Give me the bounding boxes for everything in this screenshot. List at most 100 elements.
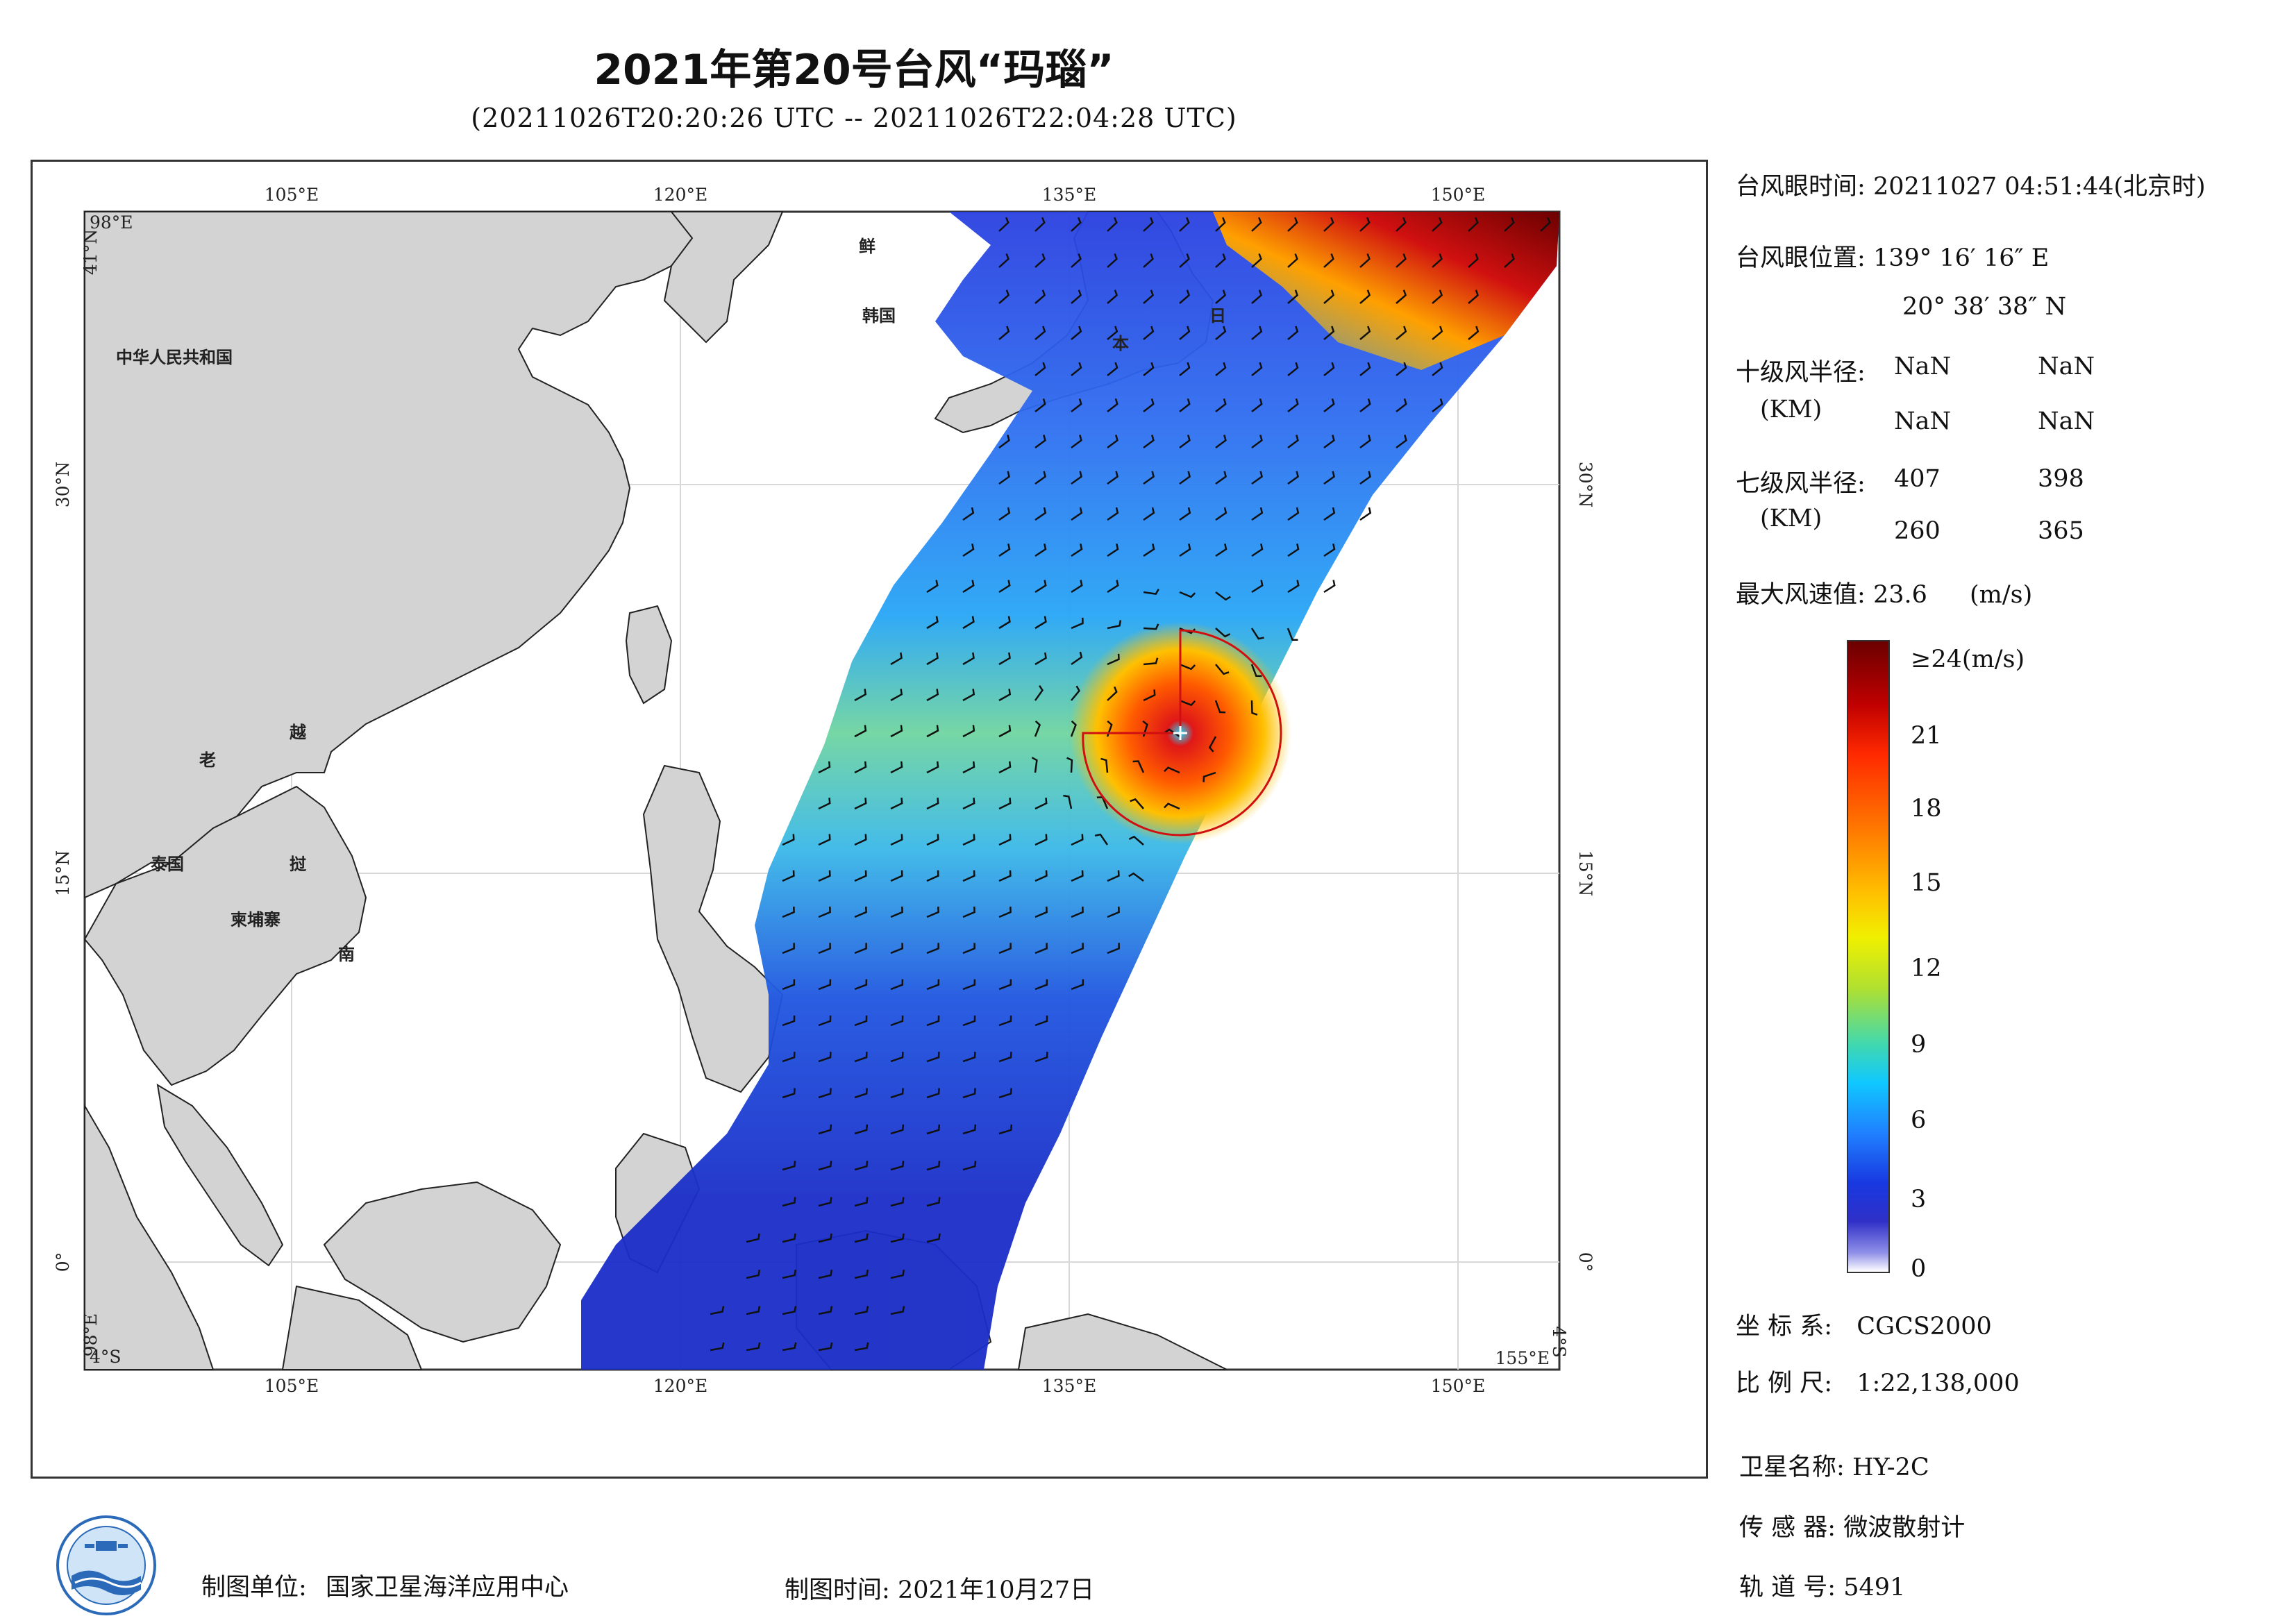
wind-barb — [962, 870, 975, 882]
r10-value-nw: NaN — [2038, 407, 2095, 435]
wind-barb — [1071, 253, 1082, 268]
wind-barb — [1251, 435, 1263, 449]
wind-barb — [890, 1015, 904, 1027]
wind-barb — [1251, 580, 1264, 594]
wind-barb — [818, 1306, 833, 1315]
wind-barb — [818, 1052, 832, 1063]
wind-barb — [1107, 217, 1118, 232]
eye-position-lat: 20° 38′ 38″ N — [1902, 293, 2067, 321]
wind-barb — [1215, 253, 1226, 268]
wind-barb — [1359, 289, 1371, 304]
wind-barbs — [710, 217, 1551, 1352]
wind-barb — [1034, 652, 1047, 666]
wind-barb — [890, 652, 903, 666]
wind-barb — [1164, 766, 1180, 774]
wind-barb — [1396, 435, 1407, 449]
wind-barb — [1287, 326, 1299, 340]
svg-text:120°E: 120°E — [653, 185, 707, 205]
wind-barb — [926, 725, 939, 738]
wind-barb — [1179, 663, 1196, 671]
maker-label: 制图单位: — [201, 1574, 307, 1601]
wind-barb — [818, 1088, 832, 1099]
wind-barb — [1432, 217, 1443, 232]
svg-text:41°N: 41°N — [81, 229, 101, 275]
wind-barb — [854, 797, 867, 810]
wind-barb — [1323, 289, 1335, 304]
wind-field-map: 中华人民共和国 鲜 韩国 日 本 老 越 泰国 挝 柬埔寨 南 105°E 12… — [53, 185, 1595, 1396]
wind-barb — [1359, 253, 1371, 268]
wind-barb — [1100, 757, 1109, 773]
wind-barb — [854, 870, 867, 882]
wind-barb — [1107, 543, 1119, 557]
wind-barb — [1143, 435, 1155, 449]
wind-barb — [818, 979, 832, 991]
wind-barb — [1432, 398, 1443, 412]
wind-barb — [1323, 580, 1336, 594]
wind-barb — [962, 979, 976, 991]
r7-value-nw: 365 — [2038, 517, 2084, 545]
wind-barb — [1251, 217, 1262, 232]
wind-barb — [1034, 217, 1046, 232]
wind-barb — [890, 725, 903, 738]
wind-barb — [1034, 289, 1046, 304]
wind-barb — [1215, 435, 1227, 449]
wind-barb — [1143, 326, 1155, 340]
wind-barb — [782, 943, 795, 955]
wind-barb — [1034, 580, 1047, 594]
wind-barb — [998, 326, 1010, 340]
svg-text:135°E: 135°E — [1042, 1376, 1096, 1396]
wind-barb — [1432, 289, 1443, 304]
coord-system-row: 坐 标 系: CGCS2000 — [1736, 1306, 1992, 1342]
wind-barb — [854, 1124, 869, 1135]
colorbar-label-24: ≥24(m/s) — [1911, 646, 2025, 673]
wind-barb — [962, 507, 975, 521]
sumatra — [84, 1103, 215, 1370]
wind-barb — [854, 1306, 869, 1315]
wind-barb — [1215, 543, 1227, 557]
wind-barb — [1070, 720, 1077, 737]
colorbar-label-3: 3 — [1911, 1186, 1927, 1213]
wind-barb — [1215, 326, 1227, 340]
max-wind-label: 最大风速值: — [1736, 581, 1866, 609]
satellite-label: 卫星名称: — [1739, 1454, 1845, 1481]
wind-barb — [962, 797, 975, 810]
wind-barb — [1250, 700, 1258, 716]
latitude-ticks-left: 30°N 15°N 0° — [53, 462, 73, 1272]
wind-barb — [926, 1233, 941, 1243]
wind-barb — [890, 797, 903, 810]
wind-barb — [710, 1342, 725, 1352]
wind-barb — [1359, 326, 1371, 340]
sensor-row: 传 感 器: 微波散射计 — [1739, 1508, 1965, 1543]
wind-barb — [926, 652, 939, 666]
make-time-label: 制图时间: — [785, 1576, 890, 1604]
wind-barb — [1143, 623, 1159, 630]
max-wind-value: 23.6 — [1872, 581, 1927, 609]
wind-barb — [1128, 872, 1144, 882]
wind-barb — [1215, 362, 1227, 376]
longitude-ticks-top: 105°E 120°E 135°E 150°E — [265, 185, 1485, 205]
wind-barb — [1287, 507, 1300, 521]
wind-barb — [1034, 1015, 1048, 1027]
orbit-row: 轨 道 号: 5491 — [1739, 1567, 1905, 1603]
label-laos: 老 — [199, 750, 216, 770]
wind-barb — [818, 834, 831, 846]
svg-text:4°S: 4°S — [90, 1347, 121, 1367]
wind-barb — [1251, 326, 1263, 340]
korean-peninsula — [663, 211, 784, 344]
wind-barb — [1179, 217, 1190, 232]
wind-barb — [818, 1270, 833, 1279]
eye-time-row: 台风眼时间: 20211027 04:51:44(北京时) — [1736, 167, 2206, 202]
wind-barb — [854, 943, 867, 955]
r10-value-sw: NaN — [1894, 407, 1952, 435]
wind-barb — [1203, 771, 1216, 782]
wind-barb — [1143, 543, 1155, 557]
wind-barb — [962, 580, 975, 594]
wind-barb — [998, 217, 1009, 232]
wind-barb — [1066, 757, 1073, 773]
wind-barb — [1396, 398, 1407, 412]
wind-barb — [1287, 217, 1298, 232]
wind-barb — [1179, 362, 1191, 376]
wind-barb — [890, 870, 903, 882]
label-thailand: 泰国 — [151, 855, 184, 874]
wind-barb — [1432, 362, 1443, 376]
